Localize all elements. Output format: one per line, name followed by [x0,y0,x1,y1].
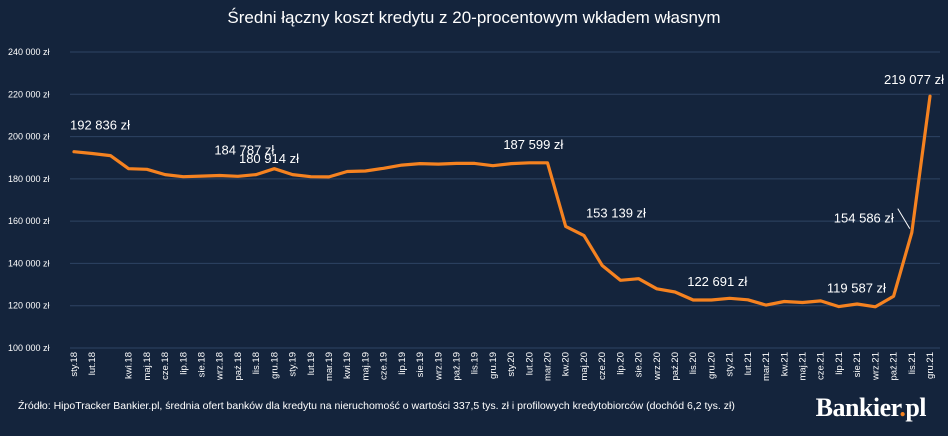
y-tick-label: 140 000 zł [8,258,50,268]
x-tick-label: wrz.21 [870,352,881,381]
x-tick-label: sty.20 [506,352,517,377]
x-tick-label: sie.18 [196,352,207,377]
x-tick-label: kw.20 [561,352,572,376]
x-tick-label: lip.20 [615,352,626,375]
data-label: 153 139 zł [586,206,646,221]
y-tick-label: 180 000 zł [8,174,50,184]
data-label: 184 787 zł [214,143,274,158]
brand-tld: pl [905,393,926,422]
x-tick-label: maj.18 [142,352,153,381]
data-label: 119 587 zł [827,281,886,296]
data-label: 154 586 zł [834,211,894,226]
x-tick-label: lut.18 [87,352,98,375]
data-label: 122 691 zł [687,274,747,289]
data-label-leader [897,208,911,229]
y-tick-label: 240 000 zł [8,47,50,57]
x-tick-label: wrz.19 [433,352,444,381]
x-tick-label: lip.19 [397,352,408,375]
x-tick-label: mar.20 [543,352,554,381]
x-tick-label: lut.21 [743,352,754,375]
series-line [72,94,932,309]
x-tick-label: lis.20 [688,352,699,374]
x-tick-label: lut.20 [524,352,535,375]
x-tick-label: maj.21 [798,352,809,381]
y-tick-label: 220 000 zł [8,89,50,99]
data-label: 180 914 zł [239,151,299,166]
x-tick-label: mar.19 [324,352,335,381]
x-tick-label: lut.19 [306,352,317,375]
data-label: 187 599 zł [503,137,563,152]
source-note: Źródło: HipoTracker Bankier.pl, średnia … [18,400,735,412]
x-tick-label: maj.19 [360,352,371,381]
x-tick-label: paź.18 [233,352,244,381]
chart-title: Średni łączny koszt kredytu z 20-procent… [227,8,721,27]
x-tick-label: sty.18 [69,352,80,377]
bankier-logo: Bankier.pl [815,393,927,423]
x-tick-label: kwi.18 [124,352,135,379]
brand-dot: . [899,393,906,422]
x-tick-label: paź.21 [889,352,900,381]
data-label: 219 077 zł [884,72,944,87]
x-tick-label: sty.19 [288,352,299,377]
series-line-path [72,94,932,309]
x-tick-label: paź.20 [670,352,681,381]
x-tick-label: cze.18 [160,352,171,380]
y-tick-label: 100 000 zł [8,343,50,353]
x-tick-label: lip.18 [178,352,189,375]
gridlines [70,51,940,349]
x-tick-label: sty.21 [725,352,736,377]
data-label: 192 836 zł [70,118,130,133]
x-tick-label: lis.21 [907,352,918,374]
x-tick-label: gru.21 [925,352,936,379]
y-tick-label: 200 000 zł [8,132,50,142]
x-tick-label: sie.19 [415,352,426,377]
x-tick-label: wrz.20 [652,352,663,381]
x-tick-label: kwi.19 [342,352,353,379]
x-axis-ticks: sty.18 lut.18 kwi.18 maj.18 cze.18 lip.18 sie.… [69,352,936,381]
x-tick-label: sie.21 [852,352,863,377]
x-tick-label: lip.21 [834,352,845,375]
x-tick-label: cze.20 [597,352,608,380]
x-tick-label: lis.18 [251,352,262,374]
x-tick-label: wrz.18 [215,352,226,381]
x-tick-label: lis.19 [470,352,481,374]
y-axis-ticks: 100 000 zł 120 000 zł 140 000 zł 160 000 zł… [8,47,50,353]
brand-name: Bankier [815,393,900,422]
x-tick-label: gru.19 [488,352,499,379]
x-tick-label: kw.21 [779,352,790,376]
x-tick-label: paź.19 [451,352,462,381]
x-tick-label: gru.18 [269,352,280,379]
x-tick-label: sie.20 [634,352,645,377]
y-tick-label: 160 000 zł [8,216,50,226]
x-tick-label: cze.19 [379,352,390,380]
x-tick-label: cze.21 [816,352,827,380]
x-tick-label: mar.21 [761,352,772,381]
y-tick-label: 120 000 zł [8,301,50,311]
x-tick-label: gru.20 [706,352,717,379]
x-tick-label: maj.20 [579,352,590,381]
